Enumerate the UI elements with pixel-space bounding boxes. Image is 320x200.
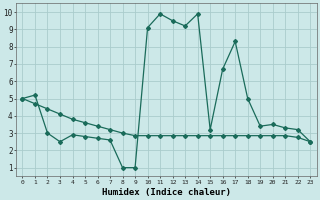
X-axis label: Humidex (Indice chaleur): Humidex (Indice chaleur)	[102, 188, 231, 197]
